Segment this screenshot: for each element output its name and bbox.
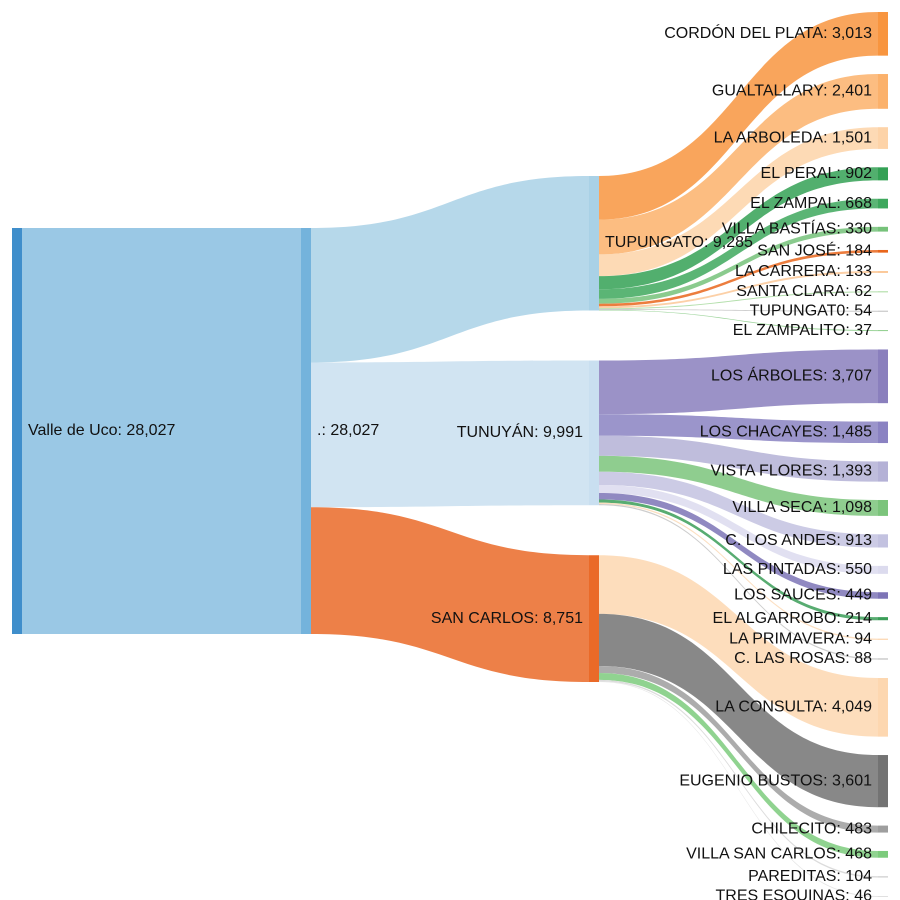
link-tunuyan-primavera bbox=[599, 502, 878, 640]
node-label-tupungato: TUPUNGATO: 9,285 bbox=[605, 234, 753, 251]
nodes-layer bbox=[12, 12, 888, 897]
link-tupungato-sanjose bbox=[599, 249, 878, 307]
node-cordon bbox=[878, 12, 888, 56]
link-tunuyan-arboles bbox=[599, 349, 878, 415]
link-tunuyan-pintadas bbox=[599, 485, 878, 574]
node-label-tres: TRES ESQUINAS: 46 bbox=[716, 888, 873, 900]
node-pintadas bbox=[878, 565, 888, 574]
link-tupungato-arboleda bbox=[599, 127, 878, 277]
link-tunuyan-crosas bbox=[599, 503, 878, 660]
node-tunuyan bbox=[589, 360, 599, 506]
node-label-valle: Valle de Uco: 28,027 bbox=[28, 422, 175, 439]
node-label-villaseca: VILLA SECA: 1,098 bbox=[732, 499, 872, 516]
node-label-candes: C. LOS ANDES: 913 bbox=[725, 532, 872, 549]
node-tupungato bbox=[589, 176, 599, 311]
node-label-arboles: LOS ÁRBOLES: 3,707 bbox=[711, 366, 872, 385]
node-vsc bbox=[878, 850, 888, 858]
node-bastias bbox=[878, 226, 888, 232]
node-gualtallary bbox=[878, 74, 888, 109]
link-tupungato-zampalito bbox=[599, 309, 878, 332]
link-tunuyan-chacayes bbox=[599, 414, 878, 444]
node-label-gualtallary: GUALTALLARY: 2,401 bbox=[712, 83, 872, 100]
node-label-crosas: C. LAS ROSAS: 88 bbox=[734, 650, 872, 667]
node-label-sauces: LOS SAUCES: 449 bbox=[734, 587, 872, 604]
node-label-zampalito: EL ZAMPALITO: 37 bbox=[733, 322, 872, 339]
link-sancarlos-chilecito bbox=[599, 666, 878, 833]
node-label-santaclara: SANTA CLARA: 62 bbox=[736, 283, 872, 300]
node-label-algarrobo: EL ALGARROBO: 214 bbox=[713, 610, 873, 627]
link-tupungato-zampal bbox=[599, 198, 878, 299]
labels-layer: Valle de Uco: 28,027 .: 28,027 TUPUNGATO: … bbox=[28, 23, 872, 900]
node-chilecito bbox=[878, 825, 888, 833]
node-zampalito bbox=[878, 330, 888, 332]
node-arboleda bbox=[878, 127, 888, 149]
node-candes bbox=[878, 534, 888, 548]
node-label-dot: .: 28,027 bbox=[317, 422, 379, 439]
node-label-consulta: LA CONSULTA: 4,049 bbox=[715, 699, 872, 716]
node-sanjose bbox=[878, 249, 888, 253]
link-sancarlos-tres bbox=[599, 681, 878, 897]
link-dot-tunuyan bbox=[311, 360, 589, 508]
node-chacayes bbox=[878, 421, 888, 444]
node-label-chacayes: LOS CHACAYES: 1,485 bbox=[700, 424, 872, 441]
link-tunuyan-villaseca bbox=[599, 455, 878, 516]
node-elperal bbox=[878, 167, 888, 181]
node-label-bustos: EUGENIO BUSTOS: 3,601 bbox=[679, 772, 872, 789]
link-tunuyan-algarrobo bbox=[599, 499, 878, 621]
node-label-pintadas: LAS PINTADAS: 550 bbox=[723, 561, 872, 578]
node-sauces bbox=[878, 592, 888, 599]
node-label-elperal: EL PERAL: 902 bbox=[761, 165, 873, 182]
node-label-chilecito: CHILECITO: 483 bbox=[751, 820, 872, 837]
link-tupungato-tupungat0 bbox=[599, 309, 878, 312]
node-label-sanjose: SAN JOSÉ: 184 bbox=[757, 241, 872, 260]
node-label-primavera: LA PRIMAVERA: 94 bbox=[729, 631, 872, 648]
link-tunuyan-sauces bbox=[599, 492, 878, 599]
node-dot bbox=[301, 228, 311, 634]
node-label-tupungat0: TUPUNGAT0: 54 bbox=[750, 302, 873, 319]
node-label-pareditas: PAREDITAS: 104 bbox=[748, 868, 872, 885]
node-sancarlos bbox=[589, 555, 599, 682]
link-tunuyan-candes bbox=[599, 471, 878, 548]
node-label-vistaflores: VISTA FLORES: 1,393 bbox=[710, 463, 872, 480]
link-tunuyan-vistaflores bbox=[599, 435, 878, 482]
node-label-zampal: EL ZAMPAL: 668 bbox=[750, 195, 872, 212]
node-carrera bbox=[878, 271, 888, 273]
node-zampal bbox=[878, 198, 888, 209]
node-label-cordon: CORDÓN DEL PLATA: 3,013 bbox=[664, 23, 872, 42]
node-label-sancarlos: SAN CARLOS: 8,751 bbox=[431, 610, 583, 627]
node-tres bbox=[878, 896, 888, 897]
node-label-tunuyan: TUNUYÁN: 9,991 bbox=[457, 422, 583, 441]
node-crosas bbox=[878, 658, 888, 660]
node-vistaflores bbox=[878, 461, 888, 482]
link-sancarlos-pareditas bbox=[599, 679, 878, 878]
node-label-carrera: LA CARRERA: 133 bbox=[735, 263, 872, 280]
node-primavera bbox=[878, 638, 888, 640]
link-valle-dot bbox=[22, 228, 301, 634]
link-tupungato-cordon bbox=[599, 12, 878, 220]
link-tupungato-santaclara bbox=[599, 291, 878, 310]
link-sancarlos-vsc bbox=[599, 673, 878, 858]
node-pareditas bbox=[878, 876, 888, 878]
node-santaclara bbox=[878, 291, 888, 293]
link-sancarlos-bustos bbox=[599, 613, 878, 808]
link-dot-sancarlos bbox=[311, 507, 589, 682]
node-arboles bbox=[878, 349, 888, 404]
node-tupungat0 bbox=[878, 310, 888, 312]
node-label-vsc: VILLA SAN CARLOS: 468 bbox=[686, 846, 872, 863]
link-tupungato-bastias bbox=[599, 226, 878, 304]
node-consulta bbox=[878, 677, 888, 737]
node-valle bbox=[12, 228, 22, 634]
link-dot-tupungato bbox=[311, 176, 589, 363]
link-tupungato-carrera bbox=[599, 271, 878, 309]
link-tupungato-gualtallary bbox=[599, 74, 878, 255]
node-villaseca bbox=[878, 499, 888, 516]
link-tupungato-elperal bbox=[599, 167, 878, 290]
node-bustos bbox=[878, 755, 888, 808]
node-label-arboleda: LA ARBOLEDA: 1,501 bbox=[714, 129, 872, 146]
link-sancarlos-consulta bbox=[599, 555, 878, 737]
node-algarrobo bbox=[878, 617, 888, 621]
node-label-bastias: VILLA BASTÍAS: 330 bbox=[722, 218, 872, 237]
links-layer bbox=[22, 12, 878, 897]
